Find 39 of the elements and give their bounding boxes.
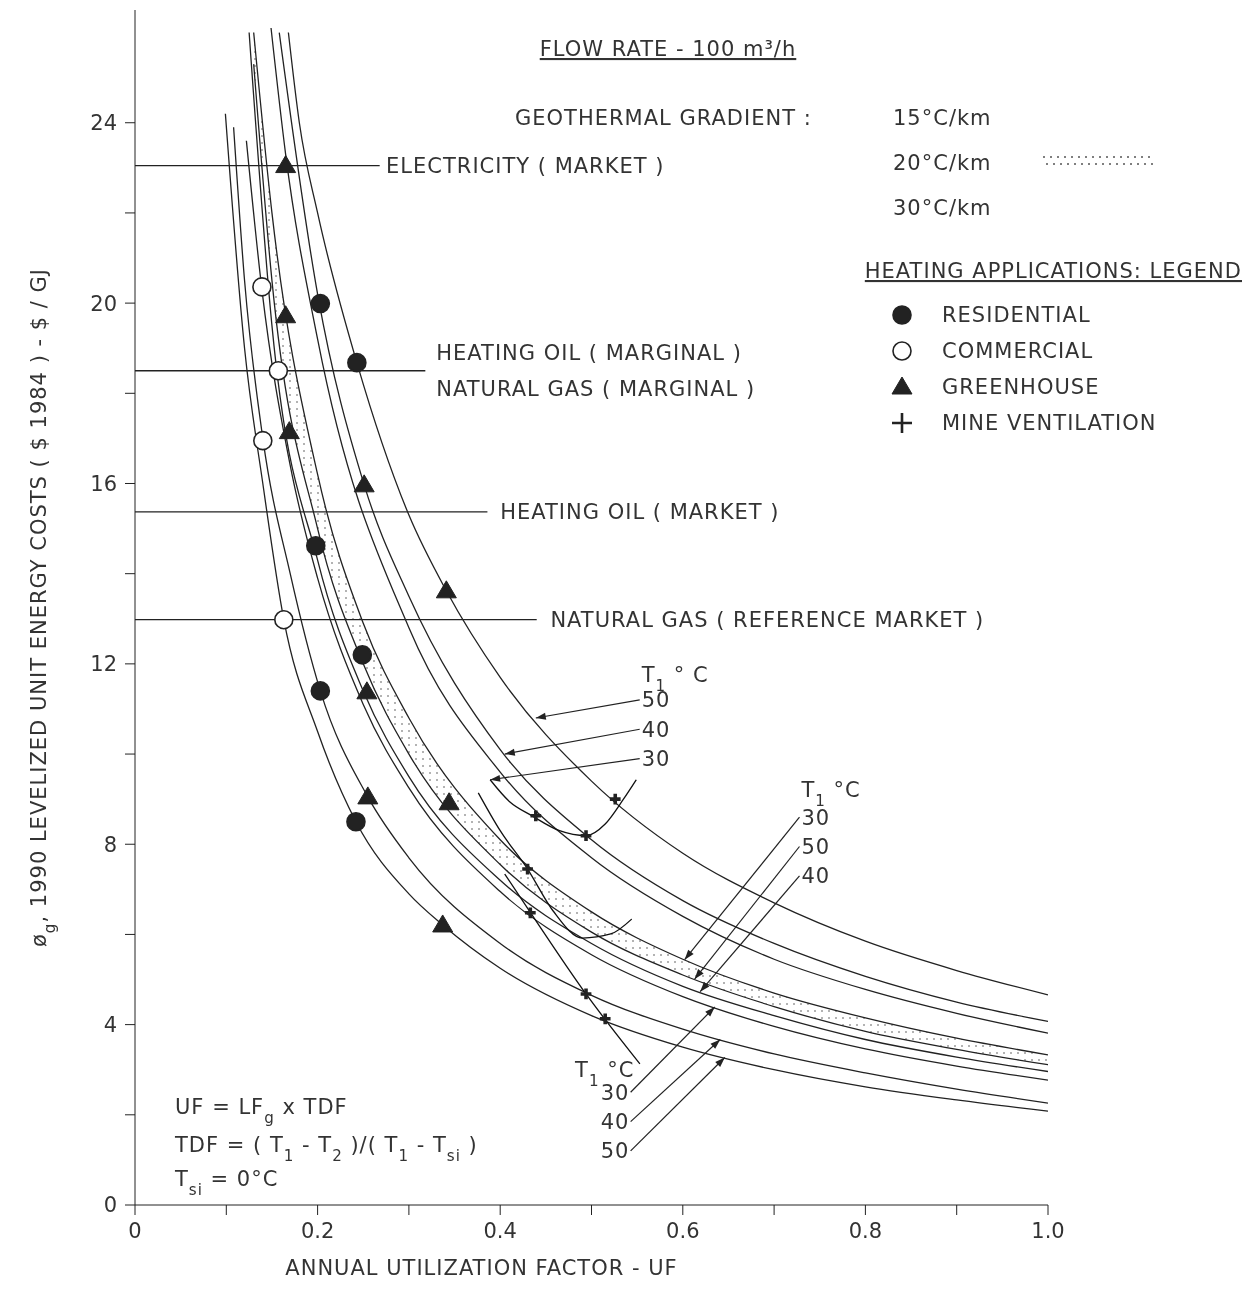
text: TDF = ( T$_{1}$ - T$_{2}$ )/( T$_{1}$ - T$_{si}$ ) [175,1133,478,1165]
text: FLOW RATE - 100 m³/h [539,37,797,61]
legend-label: MINE VENTILATION [942,411,1157,435]
annotation: 15°C/km [893,106,992,130]
annotation: 30°C/km [893,196,992,220]
y-tick-label: 24 [90,111,117,136]
annotation: 40 [801,864,831,889]
annotation: ELECTRICITY ( MARKET ) [386,153,665,178]
legend-label: COMMERCIAL [942,339,1094,363]
annotation: NATURAL GAS ( MARGINAL ) [436,377,756,402]
annotation: UF = LF$_{g}$ x TDF [175,1095,348,1127]
annotation: 40 [641,717,671,742]
legend-label: RESIDENTIAL [942,303,1091,327]
x-tick-label: 0 [128,1218,142,1243]
annotation: 30 [801,805,831,830]
annotation: T$_{si}$ = 0°C [174,1167,279,1199]
annotation: NATURAL GAS ( REFERENCE MARKET ) [550,608,985,633]
x-tick-label: 1.0 [1031,1218,1065,1243]
annotation: 20°C/km [893,151,992,175]
annotation: 50 [600,1139,630,1164]
annotation: GEOTHERMAL GRADIENT : [515,106,812,130]
y-tick-label: 16 [90,471,117,496]
x-tick-label: 0.4 [483,1218,517,1243]
x-tick-label: 0.6 [666,1218,700,1243]
y-tick-label: 4 [103,1013,117,1038]
y-tick-label: 0 [103,1193,117,1218]
legend-title: HEATING APPLICATIONS: LEGEND [864,259,1242,283]
y-tick-label: 20 [90,291,117,316]
x-tick-label: 0.8 [848,1218,883,1243]
annotation: HEATING OIL ( MARKET ) [500,500,780,525]
annotation: 40 [600,1109,630,1134]
x-tick-label: 0.2 [300,1218,335,1243]
y-tick-label: 8 [103,832,117,857]
x-axis-title: ANNUAL UTILIZATION FACTOR - UF [285,1256,678,1280]
annotation: 30 [641,746,671,771]
annotation: 50 [801,834,831,859]
annotation: HEATING OIL ( MARGINAL ) [436,341,742,366]
y-tick-label: 12 [90,652,117,677]
legend-label: GREENHOUSE [942,375,1100,399]
